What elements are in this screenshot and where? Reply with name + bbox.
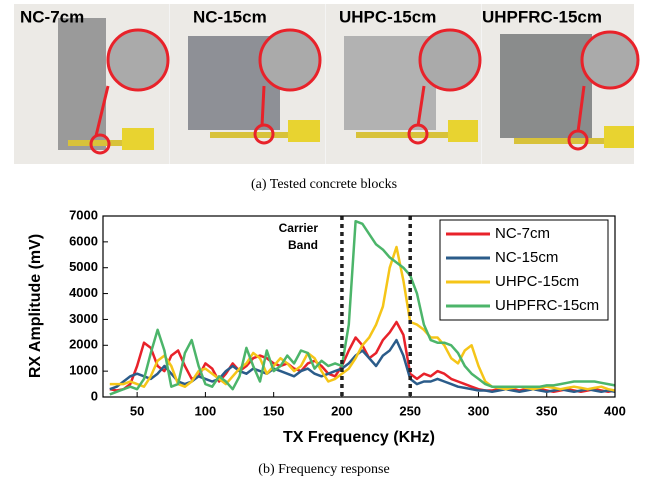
series-line bbox=[109, 219, 616, 396]
photo-label: NC-15cm bbox=[193, 7, 267, 26]
photo-panel: NC-7cm NC-15cm UHPC-15cm UHPFRC-15cm bbox=[14, 4, 640, 164]
series-line bbox=[109, 320, 616, 394]
x-tick-label: 250 bbox=[399, 403, 421, 418]
x-tick-label: 150 bbox=[263, 403, 285, 418]
y-tick-label: 1000 bbox=[69, 363, 98, 378]
y-tick-label: 3000 bbox=[69, 311, 98, 326]
y-tick-label: 6000 bbox=[69, 233, 98, 248]
legend-label: NC-7cm bbox=[495, 225, 550, 242]
x-tick-label: 300 bbox=[468, 403, 490, 418]
legend-label: NC-15cm bbox=[495, 249, 558, 266]
legend-label: UHPC-15cm bbox=[495, 273, 579, 290]
y-tick-label: 5000 bbox=[69, 259, 98, 274]
x-tick-label: 100 bbox=[195, 403, 217, 418]
photo bbox=[326, 4, 482, 164]
y-axis-title: RX Amplitude (mV) bbox=[27, 234, 44, 378]
y-tick-label: 4000 bbox=[69, 285, 98, 300]
annotation: Carrier bbox=[279, 221, 319, 235]
y-tick-label: 2000 bbox=[69, 337, 98, 352]
caption: (b) Frequency response bbox=[258, 462, 389, 477]
photo-label: UHPC-15cm bbox=[339, 7, 436, 26]
photo-label: UHPFRC-15cm bbox=[482, 7, 602, 26]
x-tick-label: 50 bbox=[130, 403, 144, 418]
series-line bbox=[109, 245, 616, 392]
x-tick-label: 400 bbox=[604, 403, 626, 418]
y-tick-label: 0 bbox=[91, 388, 98, 403]
annotation: Band bbox=[288, 238, 318, 252]
legend-label: UHPFRC-15cm bbox=[495, 297, 599, 314]
x-axis-title: TX Frequency (KHz) bbox=[283, 429, 435, 446]
x-tick-label: 350 bbox=[536, 403, 558, 418]
plot-frame bbox=[102, 215, 616, 398]
y-tick-label: 7000 bbox=[69, 207, 98, 222]
photo bbox=[170, 4, 325, 164]
photo bbox=[14, 4, 170, 164]
caption: (a) Tested concrete blocks bbox=[251, 177, 397, 192]
x-tick-label: 200 bbox=[331, 403, 353, 418]
photo-label: NC-7cm bbox=[20, 7, 84, 26]
photo bbox=[482, 4, 640, 164]
legend-box bbox=[439, 219, 609, 321]
